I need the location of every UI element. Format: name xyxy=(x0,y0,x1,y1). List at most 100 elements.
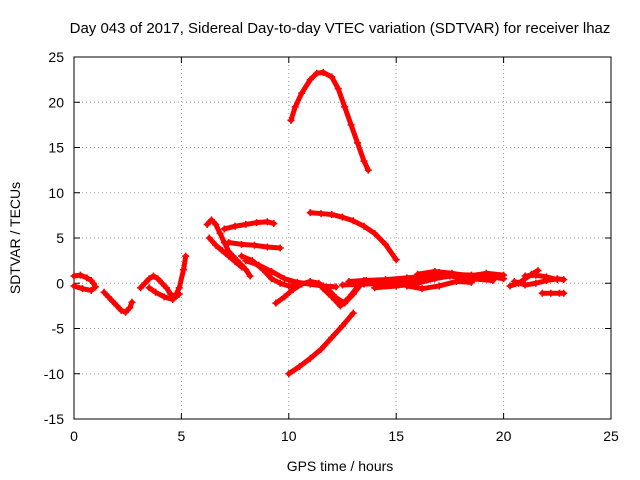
data-point xyxy=(175,284,183,292)
y-tick-label: 5 xyxy=(56,230,64,246)
data-point xyxy=(560,289,568,297)
data-point xyxy=(360,222,368,230)
data-point xyxy=(87,286,95,294)
data-point xyxy=(306,76,314,84)
data-point xyxy=(341,103,349,111)
data-point xyxy=(263,218,271,226)
data-point xyxy=(510,277,518,285)
data-point xyxy=(287,116,295,124)
data-point xyxy=(465,272,473,280)
data-point xyxy=(281,293,289,301)
data-point xyxy=(285,282,293,290)
data-point xyxy=(242,257,250,265)
data-point xyxy=(242,220,250,228)
x-tick-label: 20 xyxy=(496,428,512,444)
data-point xyxy=(291,103,299,111)
data-point xyxy=(317,345,325,353)
data-point xyxy=(298,89,306,97)
data-point xyxy=(381,240,389,248)
data-point xyxy=(347,121,355,129)
data-point xyxy=(175,290,183,298)
data-point xyxy=(216,229,224,237)
data-point xyxy=(276,244,284,252)
data-point xyxy=(154,275,162,283)
data-point xyxy=(268,275,276,283)
data-point xyxy=(231,258,239,266)
series-arc-01 xyxy=(70,271,99,294)
data-points xyxy=(70,68,568,378)
y-tick-label: 25 xyxy=(48,49,64,65)
data-point xyxy=(345,294,353,302)
data-point xyxy=(289,286,297,294)
data-point xyxy=(500,271,508,279)
data-point xyxy=(534,267,542,275)
data-point xyxy=(313,69,321,77)
data-point xyxy=(203,220,211,228)
x-axis-label: GPS time / hours xyxy=(287,458,394,474)
y-tick-label: 20 xyxy=(48,94,64,110)
series-arc-23 xyxy=(538,289,568,297)
data-point xyxy=(448,269,456,277)
y-tick-label: -15 xyxy=(44,411,64,427)
data-point xyxy=(431,267,439,275)
data-point xyxy=(319,285,327,293)
data-point xyxy=(152,288,160,296)
x-tick-label: 10 xyxy=(281,428,297,444)
data-point xyxy=(100,288,108,296)
data-point xyxy=(281,275,289,283)
y-tick-label: -10 xyxy=(44,366,64,382)
series-arc-14 xyxy=(306,209,400,264)
data-point xyxy=(306,209,314,217)
data-point xyxy=(392,256,400,264)
data-point xyxy=(315,279,323,287)
data-point xyxy=(339,281,346,289)
y-axis-label: SDTVAR / TECUs xyxy=(7,182,23,294)
data-point xyxy=(296,363,304,371)
data-point xyxy=(76,271,84,279)
data-point xyxy=(371,284,379,292)
x-tick-label: 5 xyxy=(178,428,186,444)
data-point xyxy=(141,279,149,287)
data-point xyxy=(246,272,254,280)
data-point xyxy=(560,276,568,284)
data-point xyxy=(113,302,121,310)
data-point xyxy=(117,306,125,314)
data-point xyxy=(328,293,336,301)
data-point xyxy=(218,247,226,255)
data-point xyxy=(149,272,157,280)
data-point xyxy=(220,225,228,233)
data-point xyxy=(225,252,233,260)
data-point xyxy=(255,261,263,269)
series-arc-13 xyxy=(287,68,372,174)
data-point xyxy=(392,282,400,290)
data-point xyxy=(158,279,166,287)
data-point xyxy=(547,289,555,297)
data-point xyxy=(276,279,284,287)
data-point xyxy=(364,166,372,174)
data-point xyxy=(250,241,258,249)
data-point xyxy=(435,282,443,290)
data-point xyxy=(538,289,546,297)
x-tick-label: 0 xyxy=(70,428,78,444)
data-point xyxy=(145,275,153,283)
series-arc-19 xyxy=(403,277,475,293)
data-point xyxy=(328,210,336,218)
y-tick-label: 10 xyxy=(48,185,64,201)
data-point xyxy=(354,139,362,147)
data-point xyxy=(317,210,325,218)
series-arc-24 xyxy=(521,271,561,284)
data-point xyxy=(126,304,134,312)
y-tick-label: 15 xyxy=(48,140,64,156)
data-point xyxy=(268,267,276,275)
data-point xyxy=(482,269,490,277)
data-point xyxy=(238,240,246,248)
data-point xyxy=(83,274,91,282)
data-point xyxy=(145,284,153,292)
series-arc-04 xyxy=(145,284,183,304)
data-point xyxy=(104,293,112,301)
data-point xyxy=(467,278,475,286)
data-point xyxy=(414,270,422,278)
data-point xyxy=(431,275,439,283)
